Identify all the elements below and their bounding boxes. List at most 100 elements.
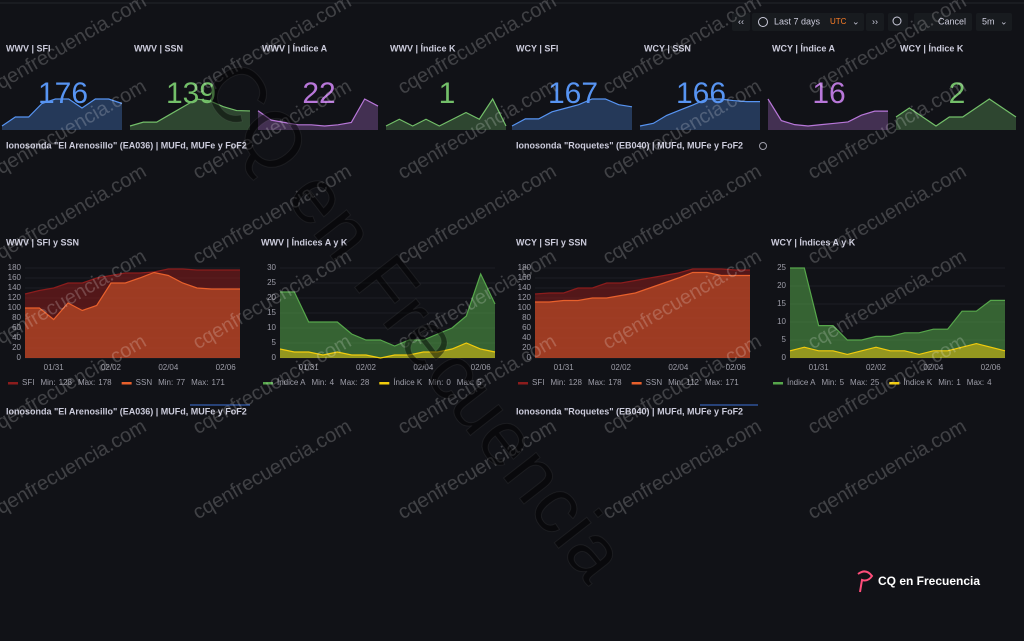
refresh-interval: 5m <box>982 16 995 26</box>
series-area <box>280 274 495 358</box>
legend-text: Max: <box>967 378 984 387</box>
sparkline <box>639 98 760 127</box>
zoom-back-button[interactable] <box>732 13 750 31</box>
zoom-forward-button[interactable] <box>866 13 884 31</box>
legend-text: Min: <box>311 378 326 387</box>
x-tick-label: 01/31 <box>809 363 830 372</box>
refresh-picker[interactable] <box>976 13 1012 31</box>
x-tick-label: 02/04 <box>923 363 944 372</box>
legend-text: Min: <box>158 378 173 387</box>
y-tick-label: 15 <box>777 299 786 308</box>
y-tick-label: 10 <box>267 323 276 332</box>
legend-text: Min: <box>938 378 953 387</box>
panel-title: Ionosonda "El Arenosillo" (EA036) | MUFd… <box>6 140 247 150</box>
y-tick-label: 80 <box>522 313 531 322</box>
zoom-out-button[interactable] <box>888 13 908 31</box>
icon: ⌄ <box>1000 16 1008 26</box>
y-tick-label: 80 <box>12 313 21 322</box>
series-area <box>25 272 240 358</box>
time-picker[interactable] <box>752 13 864 31</box>
sparkline-area <box>768 99 888 130</box>
series-line <box>25 271 240 321</box>
x-tick-label: 02/04 <box>668 363 689 372</box>
panel-title: WCY | SFI <box>516 43 558 53</box>
sparkline <box>129 98 251 127</box>
y-tick-label: 20 <box>777 281 786 290</box>
sparkline <box>257 98 379 127</box>
legend-text: SSN <box>646 378 663 387</box>
stat-value: 22 <box>302 77 335 110</box>
legend-text: 28 <box>360 378 369 387</box>
series-line <box>279 342 496 359</box>
y-tick-label: 100 <box>518 303 532 312</box>
legend-swatch <box>518 382 528 385</box>
legend-text: 4 <box>987 378 992 387</box>
legend-text: 112 <box>686 378 699 387</box>
y-tick-label: 20 <box>522 343 531 352</box>
x-tick-label: 02/06 <box>471 363 492 372</box>
legend-text: 5 <box>477 378 482 387</box>
x-tick-label: 02/04 <box>158 363 179 372</box>
y-tick-label: 20 <box>267 293 276 302</box>
sparkline-area <box>512 99 632 130</box>
legend-text: SFI <box>22 378 34 387</box>
sparkline <box>767 98 888 127</box>
legend-swatch <box>121 382 132 385</box>
panel-title: Ionosonda "Roquetes" (EB040) | MUFd, MUF… <box>516 140 743 150</box>
panel-title: WWV | Índice A <box>262 43 328 53</box>
panel-title: WCY | Índices A y K <box>771 237 856 247</box>
y-tick-label: 40 <box>522 333 531 342</box>
series-line <box>534 268 750 295</box>
legend-swatch <box>631 382 642 385</box>
timezone: UTC <box>830 17 847 26</box>
legend-text: Max: <box>457 378 474 387</box>
y-tick-label: 60 <box>12 323 21 332</box>
sparkline-area <box>2 99 122 130</box>
legend-text: Min: <box>821 378 836 387</box>
info-icon <box>759 142 767 150</box>
sparkline <box>385 97 507 127</box>
panel-title: WCY | SSN <box>644 43 691 53</box>
y-tick-label: 0 <box>782 353 787 362</box>
series-line <box>790 267 1005 341</box>
legend-text: Índice K <box>393 378 423 387</box>
legend-text: 178 <box>98 378 112 387</box>
legend-text: 77 <box>176 378 185 387</box>
stat-value: 2 <box>949 77 966 110</box>
legend-text: 5 <box>840 378 845 387</box>
legend-text: Índice K <box>903 378 933 387</box>
panel-title: WCY | Índice A <box>772 43 836 53</box>
y-tick-label: 120 <box>518 293 532 302</box>
y-tick-label: 0 <box>527 353 532 362</box>
y-tick-label: 140 <box>8 283 22 292</box>
y-tick-label: 25 <box>267 278 276 287</box>
panel-title: WWV | SSN <box>134 43 183 53</box>
brand-logo: CQ en Frecuencia <box>857 570 980 593</box>
y-tick-label: 120 <box>8 293 22 302</box>
panel-title: WWV | Índice K <box>390 43 456 53</box>
legend-swatch <box>773 382 783 385</box>
legend-swatch <box>379 382 390 385</box>
legend-text: SSN <box>136 378 153 387</box>
legend-text: Índice A <box>787 378 816 387</box>
series-area <box>280 343 495 358</box>
legend-text: Max: <box>191 378 208 387</box>
legend-text: Max: <box>850 378 867 387</box>
sparkline-area <box>130 99 250 130</box>
x-tick-label: 01/31 <box>554 363 575 372</box>
sparkline-area <box>640 99 760 130</box>
y-tick-label: 30 <box>267 263 276 272</box>
toolbar: ‹‹ Last 7 days UTC ⌄ ›› Cancel 5m ⌄ <box>732 13 1012 31</box>
series-line <box>535 271 750 303</box>
legend-text: 128 <box>59 378 73 387</box>
y-tick-label: 180 <box>518 263 532 272</box>
sparkline <box>895 98 1017 127</box>
legend-text: Max: <box>705 378 722 387</box>
cancel-button[interactable] <box>914 13 972 31</box>
legend-text: 1 <box>956 378 961 387</box>
legend-text: Max: <box>78 378 95 387</box>
x-tick-label: 02/06 <box>216 363 237 372</box>
